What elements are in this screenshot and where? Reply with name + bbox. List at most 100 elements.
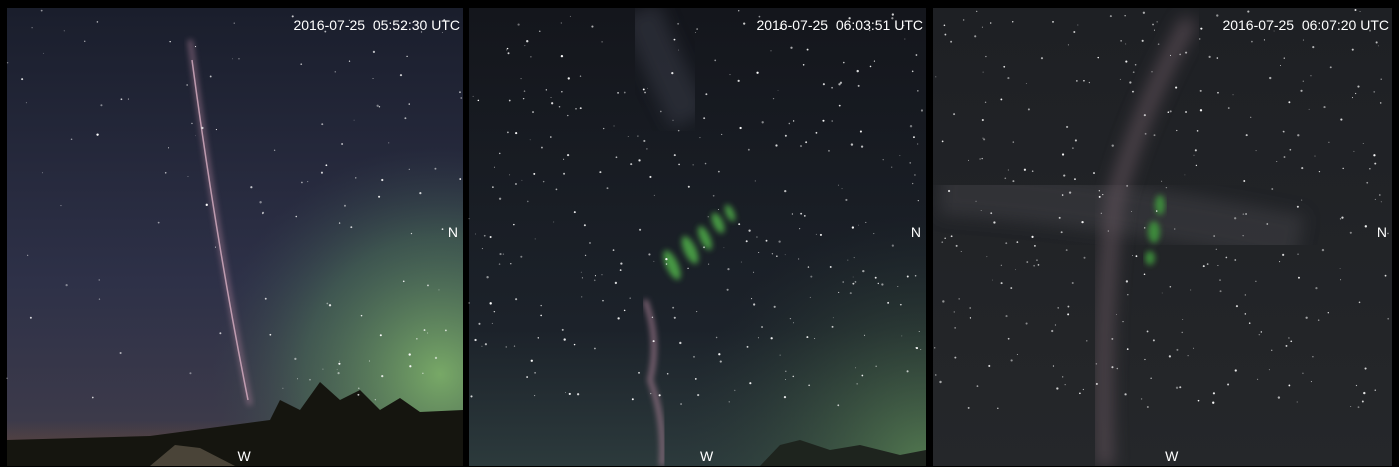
star bbox=[1297, 254, 1298, 255]
star bbox=[751, 298, 752, 299]
star bbox=[535, 238, 536, 239]
star bbox=[1053, 365, 1054, 366]
star bbox=[195, 135, 196, 136]
star bbox=[674, 39, 676, 41]
star bbox=[1193, 348, 1194, 349]
star bbox=[1133, 71, 1135, 73]
star bbox=[1182, 319, 1183, 320]
star bbox=[1362, 400, 1364, 402]
star bbox=[678, 50, 679, 51]
star bbox=[1319, 171, 1320, 172]
star bbox=[1209, 56, 1211, 58]
star bbox=[913, 136, 915, 138]
star bbox=[1256, 150, 1257, 151]
star bbox=[766, 240, 768, 242]
star bbox=[527, 201, 529, 203]
star bbox=[404, 117, 406, 119]
star bbox=[1111, 366, 1113, 368]
star bbox=[822, 120, 824, 122]
star bbox=[1015, 269, 1016, 270]
star bbox=[743, 23, 745, 25]
star bbox=[838, 292, 839, 293]
star bbox=[1190, 289, 1191, 290]
star bbox=[831, 120, 832, 121]
star bbox=[671, 72, 673, 74]
star bbox=[494, 311, 495, 312]
star bbox=[1010, 287, 1012, 289]
star bbox=[792, 213, 793, 214]
star bbox=[823, 83, 825, 85]
star bbox=[484, 235, 486, 237]
star bbox=[983, 72, 984, 73]
star bbox=[1235, 369, 1237, 371]
star bbox=[1236, 305, 1238, 307]
star bbox=[1288, 385, 1290, 387]
star bbox=[543, 181, 544, 182]
star bbox=[380, 334, 382, 336]
star bbox=[1111, 338, 1113, 340]
star bbox=[917, 90, 918, 91]
star bbox=[1175, 87, 1177, 89]
star bbox=[485, 343, 487, 345]
star bbox=[1185, 111, 1187, 113]
star bbox=[26, 102, 27, 103]
star bbox=[486, 276, 488, 278]
star bbox=[300, 63, 302, 65]
star bbox=[195, 46, 196, 47]
star bbox=[855, 367, 856, 368]
star bbox=[41, 10, 43, 12]
star bbox=[1271, 350, 1272, 351]
star bbox=[61, 205, 62, 206]
star bbox=[1004, 177, 1006, 179]
star bbox=[1271, 188, 1273, 190]
star bbox=[321, 172, 323, 174]
star bbox=[1166, 187, 1167, 188]
star bbox=[1290, 340, 1292, 342]
star bbox=[1126, 280, 1128, 282]
star bbox=[1141, 398, 1142, 399]
star bbox=[1012, 180, 1014, 182]
star bbox=[438, 289, 439, 290]
star bbox=[851, 143, 853, 145]
star bbox=[1144, 274, 1146, 276]
star bbox=[1059, 217, 1061, 219]
star bbox=[703, 117, 705, 119]
star bbox=[942, 300, 944, 302]
star bbox=[914, 174, 916, 176]
star bbox=[638, 159, 640, 161]
star bbox=[1005, 242, 1007, 244]
star bbox=[21, 78, 23, 80]
star bbox=[1340, 118, 1342, 120]
star bbox=[564, 338, 566, 340]
star bbox=[120, 352, 122, 354]
star bbox=[1283, 131, 1285, 133]
star bbox=[1012, 21, 1013, 22]
star bbox=[1116, 314, 1117, 315]
star bbox=[381, 179, 383, 181]
star bbox=[727, 289, 729, 291]
star bbox=[1151, 71, 1152, 72]
photo-panel bbox=[933, 8, 1392, 466]
star bbox=[1305, 317, 1307, 319]
star bbox=[1097, 57, 1098, 58]
star bbox=[1124, 15, 1125, 16]
star bbox=[1363, 392, 1365, 394]
star bbox=[335, 71, 336, 72]
star bbox=[1144, 227, 1145, 228]
star bbox=[1207, 263, 1209, 265]
star bbox=[775, 144, 777, 146]
star bbox=[910, 125, 912, 127]
star bbox=[856, 383, 857, 384]
star bbox=[1322, 249, 1324, 251]
star bbox=[1016, 241, 1018, 243]
star bbox=[907, 370, 909, 372]
star bbox=[755, 180, 756, 181]
star bbox=[977, 385, 979, 387]
star bbox=[617, 317, 619, 319]
star bbox=[696, 28, 698, 30]
star bbox=[1358, 406, 1360, 408]
star bbox=[941, 241, 943, 243]
star bbox=[603, 128, 604, 129]
star bbox=[1188, 355, 1189, 356]
star bbox=[674, 317, 676, 319]
